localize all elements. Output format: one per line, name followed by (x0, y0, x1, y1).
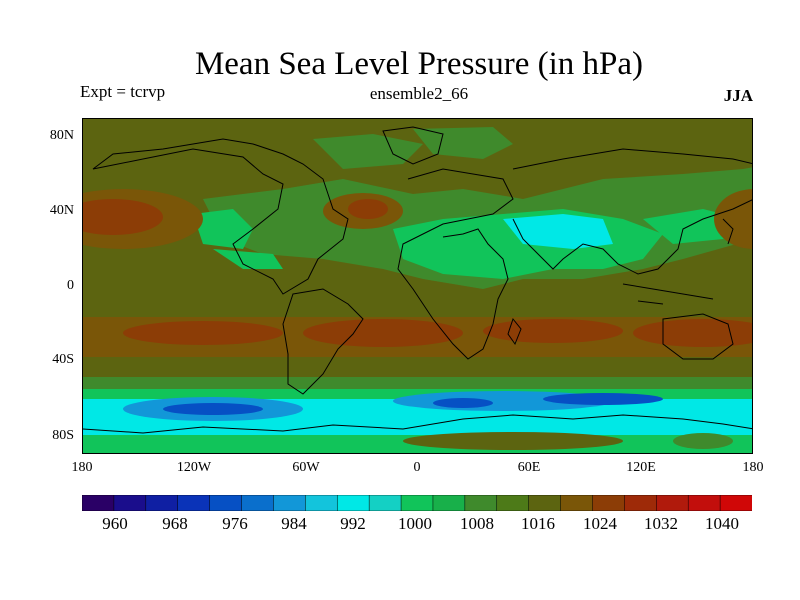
pressure-field-1016-southern-ocean (83, 357, 752, 379)
pressure-field-1008-arctic (313, 134, 423, 169)
japan-coastline (722, 218, 734, 245)
colorbar-label-984: 984 (281, 514, 307, 533)
indonesia-coastline (622, 283, 714, 305)
colorbar-label-968: 968 (162, 514, 188, 533)
north-america-coastline (92, 138, 349, 295)
colorbar-label-976: 976 (222, 514, 248, 533)
asia-coastline (512, 148, 752, 275)
colorbar-label-1000: 1000 (398, 514, 432, 533)
lon-label-180e: 180 (742, 460, 764, 475)
pressure-field-976-indian-sector (543, 393, 663, 405)
colorbar-swatch (273, 494, 307, 512)
colorbar-swatch (336, 494, 370, 512)
colorbar-label-1032: 1032 (644, 514, 678, 533)
colorbar-swatch (528, 494, 562, 512)
season-label: JJA (723, 86, 753, 105)
colorbar-swatch (81, 494, 115, 512)
pressure-field-1000-mexico (213, 249, 283, 269)
colorbar-label-960: 960 (102, 514, 128, 533)
pressure-field-976-atlantic-sector (433, 398, 493, 408)
pressure-field-1032-south-pacific (123, 321, 283, 345)
colorbar-swatch (145, 494, 179, 512)
coastlines (83, 126, 752, 434)
lon-label-60e: 60E (517, 460, 541, 475)
pressure-field-1032-north-pacific (83, 199, 163, 235)
colorbar-swatch (305, 494, 338, 512)
chart-title: Mean Sea Level Pressure (in hPa) (194, 46, 644, 82)
pressure-field-1008-southern-ocean (83, 377, 752, 391)
pressure-field-1016-east-antarctica (403, 432, 623, 450)
lon-label-180w: 180 (71, 460, 93, 475)
colorbar-swatch (656, 494, 689, 512)
lat-label-80s: 80S (52, 428, 74, 443)
colorbar-label-992: 992 (340, 514, 366, 533)
lat-label-40n: 40N (49, 203, 74, 218)
colorbar-swatch (241, 494, 275, 512)
pressure-field-1016-ross-sector (673, 433, 733, 449)
colorbar-swatch (113, 494, 147, 512)
colorbar-swatch (209, 494, 243, 512)
south-america-coastline (282, 288, 364, 395)
antarctica-coastline (83, 414, 752, 434)
europe-africa-coastline (397, 168, 514, 360)
colorbar-swatch (624, 494, 658, 512)
lat-label-eq: 0 (67, 278, 74, 293)
colorbar-swatch (464, 494, 498, 512)
lon-label-0: 0 (413, 460, 421, 475)
lat-label-40s: 40S (52, 352, 74, 367)
colorbar-swatch (687, 494, 721, 512)
pressure-field-1008-greenland (413, 127, 513, 159)
colorbar-swatch (592, 494, 626, 512)
colorbar-label-1024: 1024 (583, 514, 617, 533)
pressure-map (82, 118, 753, 454)
colorbar (81, 494, 753, 512)
pressure-field-1000-americas (193, 209, 253, 249)
pressure-field-976-south-pacific (163, 403, 263, 415)
madagascar-coastline (507, 317, 522, 346)
lon-label-120e: 120E (626, 460, 656, 475)
pressure-field-1032-indian-ocean (483, 319, 623, 343)
colorbar-label-1008: 1008 (460, 514, 494, 533)
lon-label-60w: 60W (292, 460, 320, 475)
colorbar-swatch (368, 494, 402, 512)
lat-label-80n: 80N (49, 128, 74, 143)
colorbar-swatch (400, 494, 434, 512)
pressure-field-992-central-asia (503, 214, 613, 249)
colorbar-swatch (177, 494, 211, 512)
experiment-label: Expt = tcrvp (80, 82, 166, 101)
colorbar-swatch (496, 494, 530, 512)
lon-label-120w: 120W (176, 460, 212, 475)
colorbar-swatch (432, 494, 466, 512)
colorbar-swatch (560, 494, 594, 512)
greenland-coastline (382, 126, 444, 165)
colorbar-swatch (719, 494, 753, 512)
colorbar-label-1040: 1040 (705, 514, 739, 533)
australia-coastline (662, 313, 734, 360)
pressure-field-1032-south-atlantic (303, 319, 463, 347)
colorbar-label-1016: 1016 (521, 514, 555, 533)
ensemble-label: ensemble2_66 (369, 84, 469, 103)
pressure-field-1032-azores (348, 199, 388, 219)
